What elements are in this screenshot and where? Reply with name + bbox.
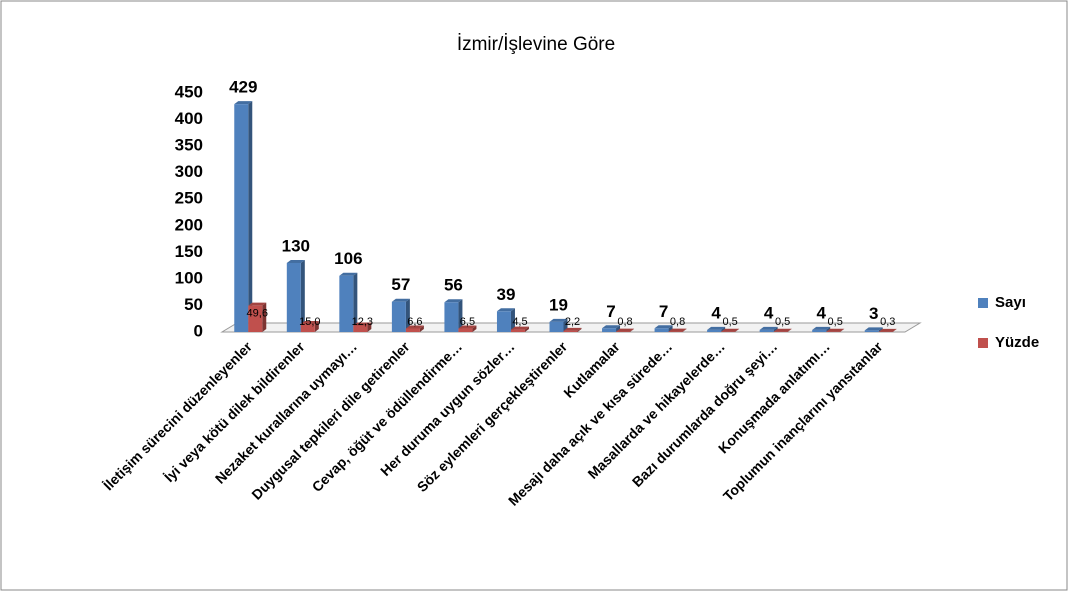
legend-swatch (978, 338, 988, 348)
legend-label: Sayı (995, 294, 1026, 311)
y-tick-label: 50 (184, 295, 203, 314)
bar (511, 330, 525, 332)
bar (444, 302, 458, 332)
bar (760, 330, 774, 332)
value-label: 0,8 (617, 316, 632, 328)
bar (812, 330, 826, 332)
y-tick-label: 300 (175, 162, 203, 181)
legend-swatch (978, 298, 988, 308)
value-label: 6,5 (460, 316, 475, 328)
bar (602, 328, 616, 332)
y-tick-label: 250 (175, 189, 203, 208)
value-label: 7 (606, 302, 615, 321)
value-label: 4 (764, 303, 774, 322)
value-label: 15,0 (299, 316, 320, 328)
value-label: 0,8 (670, 316, 685, 328)
value-label: 57 (391, 275, 410, 294)
value-label: 39 (497, 285, 516, 304)
bar-side (248, 101, 252, 332)
value-label: 2,2 (565, 316, 580, 328)
value-label: 4 (711, 303, 721, 322)
value-label: 0,5 (775, 316, 790, 328)
value-label: 0,5 (722, 316, 737, 328)
bar (550, 322, 564, 332)
value-label: 4 (816, 303, 826, 322)
value-label: 106 (334, 249, 362, 268)
y-tick-label: 200 (175, 215, 203, 234)
value-label: 4,5 (512, 316, 527, 328)
value-label: 6,6 (407, 316, 422, 328)
y-tick-label: 450 (175, 82, 203, 101)
value-label: 19 (549, 295, 568, 314)
chart-frame (1, 1, 1067, 590)
value-label: 7 (659, 302, 668, 321)
legend-label: Yüzde (995, 334, 1039, 351)
y-tick-label: 0 (194, 321, 203, 340)
y-tick-label: 350 (175, 136, 203, 155)
value-label: 49,6 (247, 308, 268, 320)
value-label: 0,3 (880, 316, 895, 328)
value-label: 429 (229, 78, 257, 97)
bar (564, 331, 578, 332)
bar (458, 329, 472, 332)
y-tick-label: 150 (175, 242, 203, 261)
bar (655, 328, 669, 332)
bar (865, 330, 879, 332)
bar (497, 311, 511, 332)
value-label: 130 (282, 236, 310, 255)
value-label: 3 (869, 304, 878, 323)
value-label: 56 (444, 276, 463, 295)
bar (707, 330, 721, 332)
value-label: 0,5 (828, 316, 843, 328)
y-tick-label: 100 (175, 268, 203, 287)
chart-title: İzmir/İşlevine Göre (457, 34, 615, 55)
value-label: 12,3 (352, 316, 373, 328)
bar (234, 104, 248, 332)
bar (392, 302, 406, 332)
y-tick-label: 400 (175, 109, 203, 128)
bar (406, 328, 420, 332)
